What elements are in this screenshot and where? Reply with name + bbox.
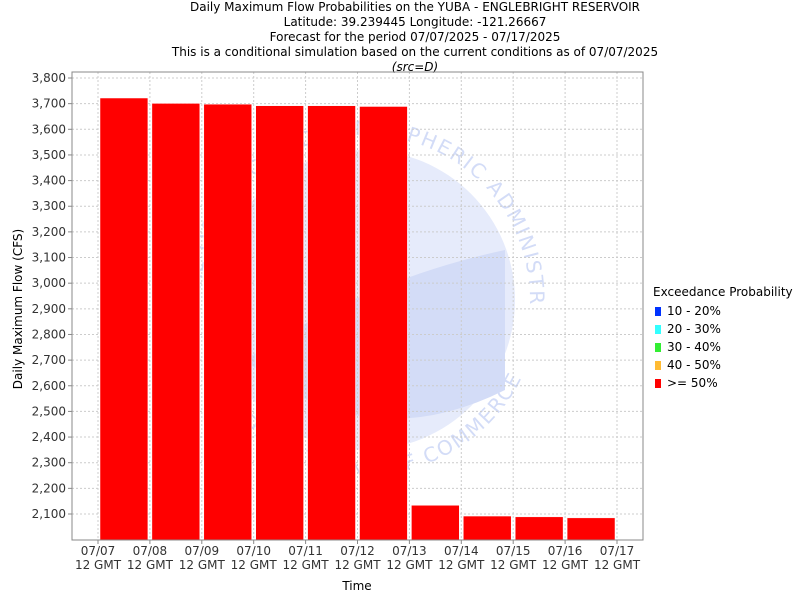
- legend-title: Exceedance Probability: [653, 285, 793, 299]
- y-tick-label: 3,600: [32, 122, 66, 136]
- y-tick-label: 2,900: [32, 302, 66, 316]
- bar: [151, 103, 201, 541]
- y-tick-label: 2,100: [32, 507, 66, 521]
- y-tick-label: 2,400: [32, 430, 66, 444]
- legend-item: 30 - 40%: [653, 338, 793, 356]
- y-tick-label: 2,500: [32, 404, 66, 418]
- x-tick-label: 12 GMT: [542, 558, 589, 572]
- y-tick-label: 2,700: [32, 353, 66, 367]
- x-tick-label: 07/16: [548, 544, 583, 558]
- y-tick-label: 3,700: [32, 97, 66, 111]
- chart-title: Daily Maximum Flow Probabilities on the …: [189, 0, 641, 14]
- legend-item: 10 - 20%: [653, 302, 793, 320]
- chart-source: (src=D): [391, 60, 439, 74]
- y-tick-label: 2,600: [32, 379, 66, 393]
- chart-location: Latitude: 39.239445 Longitude: -121.2666…: [283, 15, 547, 29]
- legend-swatch: [655, 306, 661, 316]
- y-tick-label: 2,800: [32, 327, 66, 341]
- x-tick-label: 12 GMT: [594, 558, 641, 572]
- bar: [514, 516, 564, 541]
- legend-label: 30 - 40%: [667, 340, 721, 354]
- legend: Exceedance Probability 10 - 20% 20 - 30%…: [653, 284, 793, 392]
- y-axis-label: Daily Maximum Flow (CFS): [11, 229, 25, 389]
- bar: [99, 97, 149, 541]
- bar: [255, 105, 304, 541]
- y-tick-label: 3,300: [32, 199, 66, 213]
- y-tick-label: 3,000: [32, 276, 66, 290]
- legend-item: 40 - 50%: [653, 356, 793, 374]
- y-tick-label: 3,800: [32, 71, 66, 85]
- x-tick-label: 12 GMT: [127, 558, 174, 572]
- x-tick-label: 12 GMT: [75, 558, 122, 572]
- legend-swatch: [655, 342, 661, 352]
- y-tick-label: 3,200: [32, 225, 66, 239]
- x-tick-label: 12 GMT: [179, 558, 226, 572]
- x-tick-label: 12 GMT: [283, 558, 330, 572]
- chart-forecast-period: Forecast for the period 07/07/2025 - 07/…: [269, 30, 561, 44]
- x-tick-label: 12 GMT: [334, 558, 381, 572]
- legend-item: 20 - 30%: [653, 320, 793, 338]
- chart-bars: [99, 97, 616, 541]
- bar: [203, 103, 252, 541]
- legend-swatch: [655, 378, 661, 388]
- y-tick-label: 2,200: [32, 481, 66, 495]
- x-tick-label: 07/12: [340, 544, 375, 558]
- legend-swatch: [655, 360, 661, 370]
- y-tick-label: 3,100: [32, 251, 66, 265]
- y-tick-label: 3,500: [32, 148, 66, 162]
- legend-label: 10 - 20%: [667, 304, 721, 318]
- bar: [359, 106, 408, 541]
- legend-label: 40 - 50%: [667, 358, 721, 372]
- chart-grid: [72, 72, 643, 540]
- x-tick-label: 12 GMT: [438, 558, 485, 572]
- x-tick-label: 07/13: [392, 544, 427, 558]
- x-tick-label: 07/11: [288, 544, 323, 558]
- x-tick-label: 07/09: [185, 544, 220, 558]
- x-tick-label: 12 GMT: [386, 558, 433, 572]
- chart-axes: 2,100 2,200 2,300 2,400 2,500 2,600 2,700 2,800…: [32, 71, 644, 572]
- x-tick-label: 07/07: [81, 544, 116, 558]
- x-axis-label: Time: [341, 579, 371, 593]
- legend-item: >= 50%: [653, 374, 793, 392]
- legend-label: >= 50%: [667, 376, 718, 390]
- x-tick-label: 07/14: [444, 544, 479, 558]
- chart-title-block: Daily Maximum Flow Probabilities on the …: [0, 0, 800, 75]
- x-tick-label: 07/15: [496, 544, 531, 558]
- x-tick-label: 12 GMT: [490, 558, 537, 572]
- x-tick-label: 07/08: [133, 544, 168, 558]
- bar: [307, 105, 356, 541]
- legend-label: 20 - 30%: [667, 322, 721, 336]
- chart-condition-note: This is a conditional simulation based o…: [171, 45, 659, 59]
- x-tick-label: 07/17: [600, 544, 635, 558]
- x-tick-label: 12 GMT: [231, 558, 278, 572]
- bar: [463, 515, 512, 541]
- legend-swatch: [655, 324, 661, 334]
- y-tick-label: 3,400: [32, 174, 66, 188]
- y-tick-label: 2,300: [32, 456, 66, 470]
- x-tick-label: 07/10: [236, 544, 271, 558]
- bar: [566, 517, 616, 541]
- bar: [411, 505, 460, 541]
